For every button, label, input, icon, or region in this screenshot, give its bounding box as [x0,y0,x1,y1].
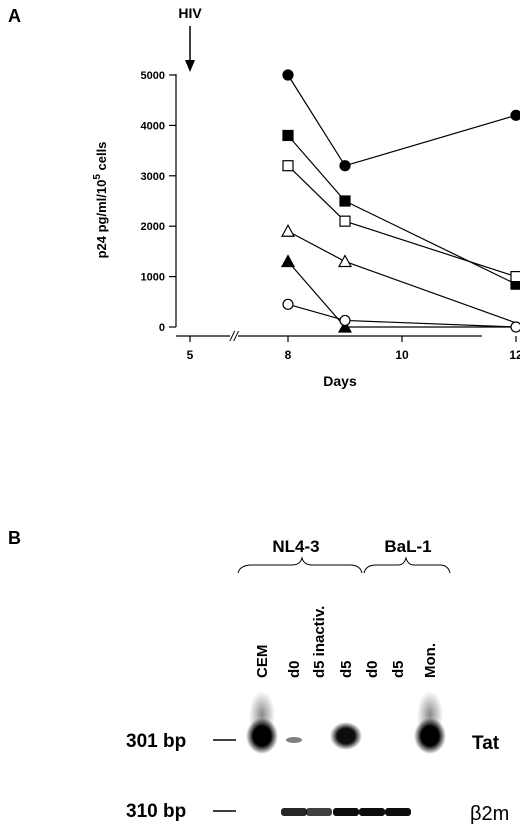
gel-bands [246,691,446,816]
lane-label: d0 [286,660,303,678]
lane-label: d5 [338,660,355,678]
tat-band [330,722,362,750]
data-point-open-square [511,272,520,282]
data-point-filled-square [283,130,293,140]
x-axis: 5 8 10 12 [176,336,520,362]
x-axis-title: Days [323,373,357,389]
tat-band [414,718,446,754]
b2m-band [281,808,307,816]
hiv-arrow [185,26,195,72]
lane-labels: CEM d0 d5 inactiv. d5 d0 d5 Mon. [254,606,439,678]
tat-band [246,718,278,754]
data-point-open-triangle [339,255,351,266]
x-tick-label: 8 [285,348,292,362]
data-series [282,70,520,332]
x-tick-label: 5 [187,348,194,362]
series-line [288,304,516,327]
row-label-b2m: β2m [470,803,509,825]
y-tick-label: 5000 [141,70,165,82]
data-point-filled-circle [283,70,293,80]
x-tick-label: 10 [395,348,409,362]
series-line [288,135,516,284]
data-point-open-triangle [282,225,294,236]
lane-label: Mon. [422,643,439,678]
data-point-open-square [340,216,350,226]
x-tick-label: 12 [509,348,520,362]
data-point-filled-circle [340,161,350,171]
tat-band [286,737,302,743]
y-tick-label: 1000 [141,272,165,284]
data-point-open-circle [511,322,520,332]
marker-301bp: 301 bp [126,731,186,752]
lane-label: d0 [364,660,381,678]
series-line [288,75,516,166]
group-label-nl43: NL4-3 [272,537,319,556]
y-tick-label: 2000 [141,221,165,233]
series-line [288,261,520,327]
y-tick-label: 0 [159,322,165,334]
hiv-label: HIV [178,5,202,21]
group-brace-nl43 [238,558,362,573]
y-axis-title: p24 pg/ml/105 cells [92,142,109,259]
group-brace-bal1 [364,558,450,573]
data-point-open-circle [340,315,350,325]
b2m-band [306,808,332,816]
data-point-open-square [283,161,293,171]
y-tick-label: 3000 [141,171,165,183]
marker-310bp: 310 bp [126,801,186,822]
row-label-tat: Tat [472,733,500,754]
group-label-bal1: BaL-1 [384,537,431,556]
series-line [288,166,516,277]
panel-a-label: A [8,6,21,26]
data-point-filled-circle [511,110,520,120]
data-point-filled-triangle [282,255,294,266]
b2m-band [385,808,411,816]
b2m-band [359,808,385,816]
lane-label: d5 [390,660,407,678]
y-axis: 0 1000 2000 3000 4000 5000 [141,70,176,334]
b2m-band [333,808,359,816]
data-point-filled-square [340,196,350,206]
data-point-open-circle [283,299,293,309]
panel-b-label: B [8,528,21,548]
lane-label: d5 inactiv. [311,606,328,678]
series-line [288,231,520,327]
y-tick-label: 4000 [141,120,165,132]
lane-label: CEM [254,645,271,678]
